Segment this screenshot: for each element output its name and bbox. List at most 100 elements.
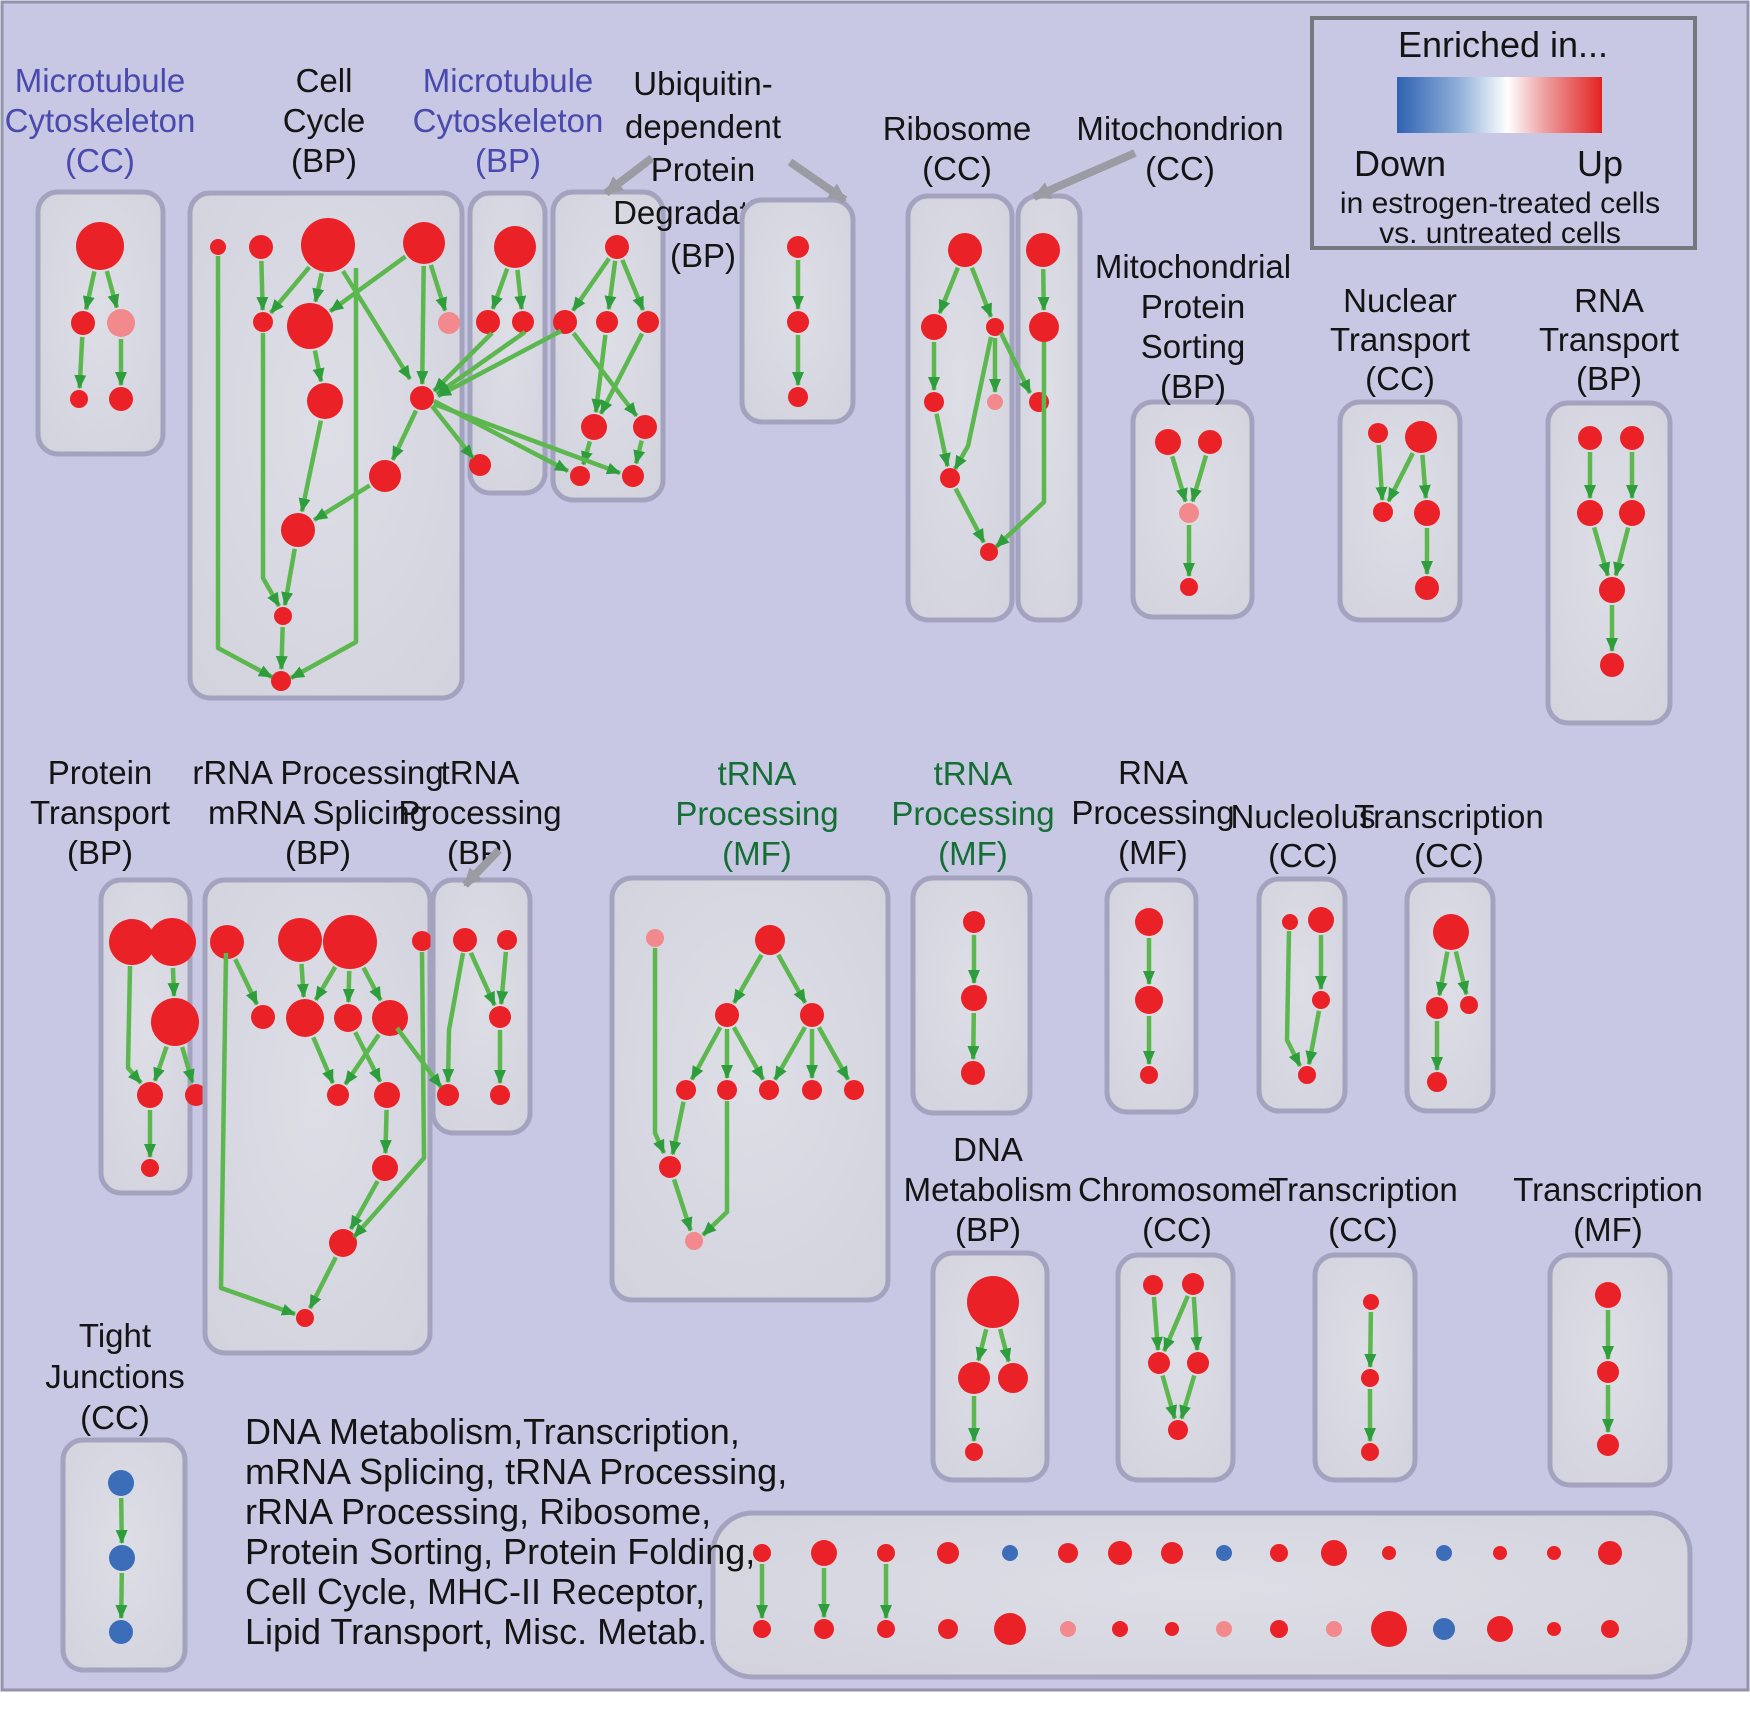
go-term-node [605, 235, 629, 259]
edge-arrow [1190, 454, 1209, 503]
cluster-label: Transcription [1513, 1171, 1703, 1208]
go-term-node [940, 468, 960, 488]
go-term-node [938, 1619, 958, 1639]
go-term-node [961, 1061, 985, 1085]
cluster-box [710, 1510, 1693, 1680]
edge-arrow [1418, 454, 1431, 500]
go-term-node [1135, 908, 1163, 936]
edge-arrow [115, 1572, 128, 1620]
go-term-node [1161, 1542, 1183, 1564]
cluster-label: (CC) [65, 142, 135, 179]
cluster-transcription-cc-bottom: Transcription(CC) [1268, 1171, 1458, 1483]
go-term-node [753, 1544, 771, 1562]
edge-arrow [1037, 268, 1050, 312]
go-term-node [1029, 312, 1059, 342]
edge-arrow [104, 270, 120, 309]
go-term-node [512, 311, 534, 333]
legend-color-scale [1397, 77, 1602, 133]
go-term-node [759, 1080, 779, 1100]
edge-arrow-long [289, 268, 359, 680]
edge-arrow [1160, 1374, 1177, 1420]
cluster-box [1256, 876, 1348, 1114]
go-term-node [958, 1362, 990, 1394]
legend-down-label: Down [1354, 143, 1446, 184]
label-pointer-arrow [462, 847, 502, 888]
go-term-node [1487, 1616, 1513, 1642]
cluster-label: Processing [891, 795, 1054, 832]
label-pointer-arrow [1032, 149, 1137, 201]
cluster-label: Metabolism [904, 1171, 1073, 1208]
go-term-node [755, 925, 785, 955]
go-term-node [1382, 1546, 1396, 1560]
edge-arrow [379, 1109, 392, 1155]
edge-arrow [1305, 1010, 1322, 1066]
go-term-node [637, 311, 659, 333]
go-term-node [148, 918, 196, 966]
edge-arrow [953, 487, 986, 544]
label-pointer-arrow [787, 158, 848, 204]
edge-arrow [1375, 444, 1388, 502]
cluster-box [1115, 1252, 1236, 1483]
go-term-node [1187, 1352, 1209, 1374]
edge-arrow-long [432, 331, 494, 393]
go-term-node [1282, 914, 1298, 930]
go-term-node [286, 999, 324, 1037]
go-term-node [1112, 1621, 1128, 1637]
cluster-label: Nucleolus [1231, 798, 1376, 835]
go-term-node [372, 1000, 408, 1036]
go-term-node [753, 1620, 771, 1638]
edge-arrow-long [442, 952, 466, 1083]
cluster-label: Protein [1141, 288, 1246, 325]
edge-arrow [115, 1497, 128, 1545]
edge-arrow [1179, 1374, 1197, 1420]
cluster-label: (MF) [938, 835, 1008, 872]
edge-arrow [689, 1026, 723, 1081]
go-term-node [800, 1003, 824, 1027]
go-term-node [329, 1229, 357, 1257]
go-term-node [1426, 997, 1448, 1019]
cluster-box [1337, 399, 1463, 623]
edge-arrow [1591, 526, 1611, 577]
edge-arrow [591, 334, 608, 414]
edge-arrow [468, 951, 497, 1007]
go-term-node [1414, 500, 1440, 526]
cluster-label: (MF) [722, 835, 792, 872]
cluster-label: Sorting [1141, 328, 1246, 365]
cluster-ubiquitin-degradation-bp-1: Ubiquitin-dependentProteinDegradation(BP… [550, 65, 793, 503]
go-term-node [1405, 421, 1437, 453]
shared-terms-line: rRNA Processing, Ribosome, [245, 1491, 711, 1532]
go-term-node [787, 311, 809, 333]
go-term-node [811, 1540, 837, 1566]
edge-arrow [1386, 452, 1415, 503]
edge-arrow [74, 336, 87, 390]
cluster-label: Processing [398, 794, 561, 831]
edge-arrow [669, 1101, 686, 1156]
edge-arrow-long [215, 256, 274, 679]
edge-arrow [571, 331, 639, 418]
cluster-label: (CC) [1142, 1211, 1212, 1248]
go-term-node [1270, 1620, 1288, 1638]
go-term-node [369, 460, 401, 492]
edge-arrow [390, 409, 419, 461]
go-term-node [1180, 578, 1198, 596]
go-term-node [646, 929, 664, 947]
legend-box [1310, 16, 1697, 250]
go-term-node [253, 312, 273, 332]
edge-arrow [776, 953, 808, 1004]
cluster-label: (BP) [67, 834, 133, 871]
go-term-node [490, 1085, 510, 1105]
go-term-node [210, 925, 244, 959]
go-term-node [141, 1159, 159, 1177]
edge-arrow-long [433, 401, 621, 476]
go-term-node [1601, 1620, 1619, 1638]
cluster-label: DNA [953, 1131, 1023, 1168]
